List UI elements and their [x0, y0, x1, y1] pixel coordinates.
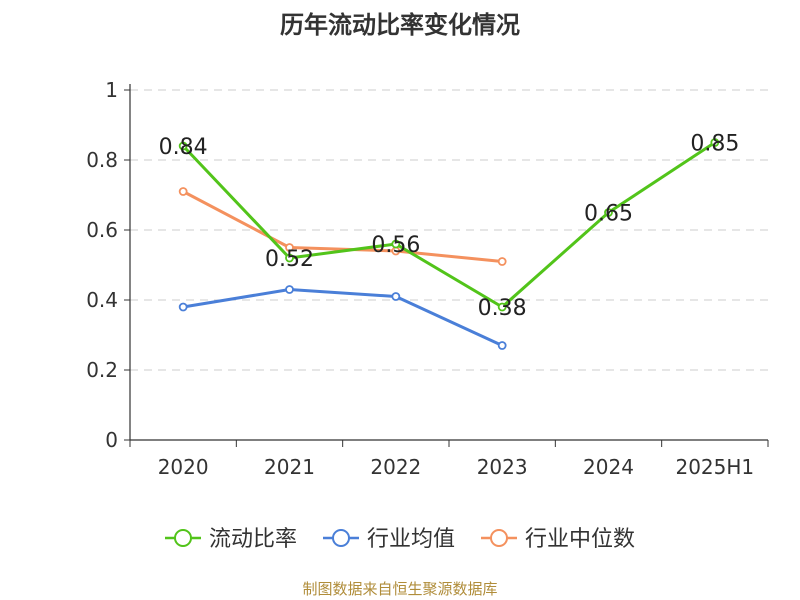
y-tick-label: 0	[105, 428, 118, 452]
x-tick-label: 2023	[477, 455, 528, 479]
data-label: 0.52	[265, 247, 314, 272]
data-point	[604, 208, 613, 217]
legend-symbol-marker	[332, 529, 350, 547]
data-point	[285, 285, 294, 294]
axes: 0 0.2 0.4 0.6 0.8 1 2020 2021 2022 2023 2024 2025H1	[86, 78, 769, 479]
data-point	[391, 292, 401, 301]
y-tick-label: 1	[105, 78, 118, 102]
data-point	[710, 138, 720, 147]
grid-lines	[130, 89, 768, 371]
data-label: 0.65	[584, 202, 633, 227]
data-point	[178, 302, 188, 312]
legend-label: 行业均值	[367, 527, 455, 552]
y-tick-label: 0.6	[86, 218, 118, 242]
y-tick-label: 0.4	[86, 288, 118, 312]
x-tick-label: 2022	[370, 455, 421, 479]
data-label: 0.38	[478, 296, 527, 321]
x-tick-label: 2024	[583, 455, 634, 479]
legend-symbol-marker	[490, 529, 508, 547]
y-tick-label: 0.2	[86, 358, 118, 382]
legend: 流动比率 行业均值 行业中位数	[165, 527, 635, 552]
legend-symbol-marker	[174, 529, 192, 547]
data-point	[285, 253, 294, 263]
data-point	[497, 257, 507, 266]
x-tick-label: 2021	[264, 455, 315, 479]
data-label: 0.84	[159, 135, 208, 160]
data-point	[497, 341, 507, 350]
data-point	[178, 141, 188, 151]
data-point	[497, 302, 507, 312]
data-point	[178, 187, 188, 196]
data-point	[391, 239, 401, 249]
source-note: 制图数据来自恒生聚源数据库	[302, 580, 497, 598]
series-group: 0.84 0.52 0.56 0.38 0.65 0.85	[159, 132, 739, 350]
data-label: 0.85	[690, 132, 739, 157]
series-line	[182, 288, 503, 347]
data-point	[285, 243, 294, 252]
legend-label: 流动比率	[209, 527, 297, 552]
series-line	[182, 141, 716, 309]
legend-label: 行业中位数	[525, 527, 635, 552]
data-label: 0.56	[371, 233, 420, 258]
chart-title: 历年流动比率变化情况	[280, 11, 520, 39]
x-tick-label: 2020	[158, 455, 209, 479]
x-tick-label: 2025H1	[675, 455, 754, 479]
series-line	[182, 190, 503, 263]
y-tick-label: 0.8	[86, 148, 118, 172]
